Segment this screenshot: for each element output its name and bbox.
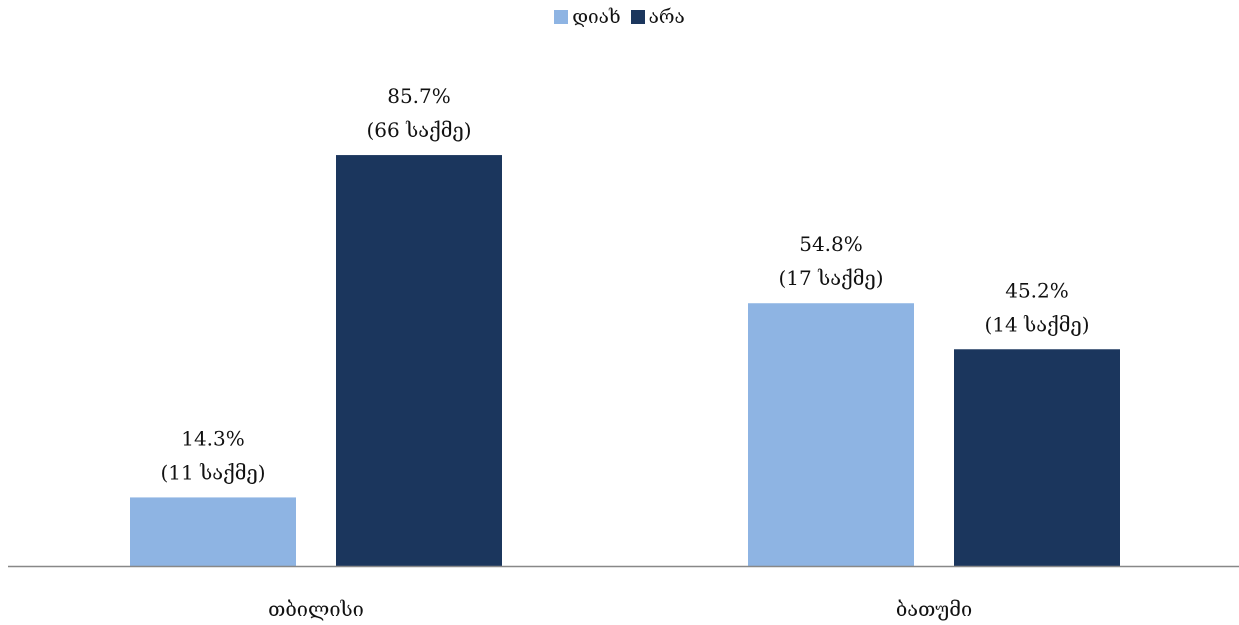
bar-yes-0 [130, 497, 296, 566]
bar-no-1 [954, 349, 1120, 566]
legend-label-no: არა [648, 6, 685, 28]
data-label-percent: 14.3% [181, 426, 245, 450]
legend-label-yes: დიახ [572, 6, 621, 28]
legend-swatch-no [630, 10, 645, 24]
data-label-cases: (14 საქმე) [985, 312, 1090, 336]
data-label-percent: 85.7% [387, 84, 451, 108]
legend: დიახ არა [0, 6, 1239, 28]
x-tick-label: თბილისი [268, 597, 364, 621]
x-tick-label: ბათუმი [896, 597, 972, 621]
legend-item-yes: დიახ [554, 6, 621, 28]
data-label-cases: (66 საქმე) [367, 118, 472, 142]
data-label-percent: 45.2% [1005, 278, 1069, 302]
bar-yes-1 [748, 303, 914, 566]
bar-no-0 [336, 155, 502, 567]
data-label-cases: (17 საქმე) [779, 266, 884, 290]
data-label-cases: (11 საქმე) [161, 460, 266, 484]
data-label-percent: 54.8% [799, 232, 863, 256]
legend-swatch-yes [554, 10, 569, 24]
legend-item-no: არა [630, 6, 685, 28]
